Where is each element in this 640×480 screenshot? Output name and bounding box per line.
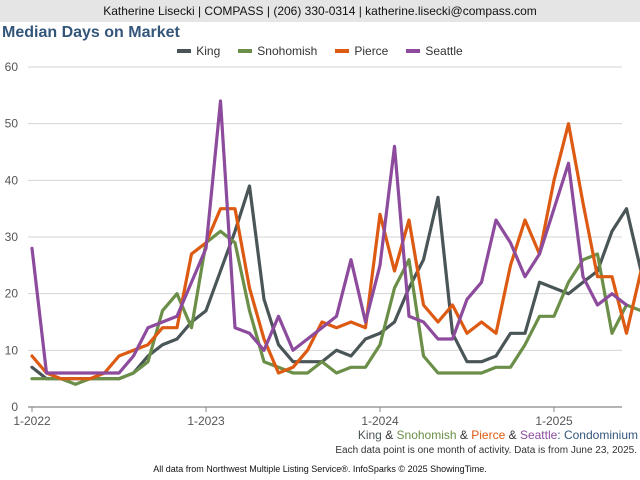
property-type-caption: King & Snohomish & Pierce & Seattle: Con… [358,428,638,442]
caption-part: & [505,428,520,442]
legend-swatch [335,49,350,53]
legend-swatch [238,49,253,53]
agent-header: Katherine Lisecki | COMPASS | (206) 330-… [0,0,640,22]
legend-item-pierce: Pierce [335,44,388,58]
caption-part: : Condominium [557,428,638,442]
series-line-snohomish [30,229,640,386]
legend-swatch [177,49,192,53]
series-line-king [30,184,640,381]
caption-part: Seattle [519,428,558,442]
legend-label: King [196,44,221,58]
legend-item-snohomish: Snohomish [238,44,317,58]
y-tick-label: 30 [5,230,19,244]
y-tick-label: 50 [5,117,19,131]
legend-label: Pierce [354,44,389,58]
legend-swatch [406,49,421,53]
series-line-pierce [30,122,640,381]
series-line-seattle [30,99,629,375]
caption-part: & [456,428,472,442]
legend-label: Seattle [425,44,463,58]
x-tick-label: 1-2025 [535,414,573,428]
data-note: Each data point is one month of activity… [335,445,637,456]
legend-label: Snohomish [257,44,318,58]
x-tick-label: 1-2023 [187,414,225,428]
caption-part: Pierce [471,428,506,442]
y-tick-label: 0 [11,400,18,414]
y-tick-label: 40 [5,173,19,187]
y-tick-label: 10 [5,343,19,357]
chart-title: Median Days on Market [2,24,180,41]
caption-part: King [357,428,382,442]
x-tick-label: 1-2022 [13,414,51,428]
y-tick-label: 60 [5,60,19,74]
legend-item-seattle: Seattle [406,44,463,58]
caption-part: & [381,428,397,442]
y-tick-label: 20 [5,287,19,301]
footer-credit: All data from Northwest Multiple Listing… [153,464,487,474]
legend-item-king: King [177,44,220,58]
x-tick-label: 1-2024 [361,414,399,428]
chart-legend: King Snohomish Pierce Seattle [0,44,640,58]
caption-part: Snohomish [396,428,457,442]
